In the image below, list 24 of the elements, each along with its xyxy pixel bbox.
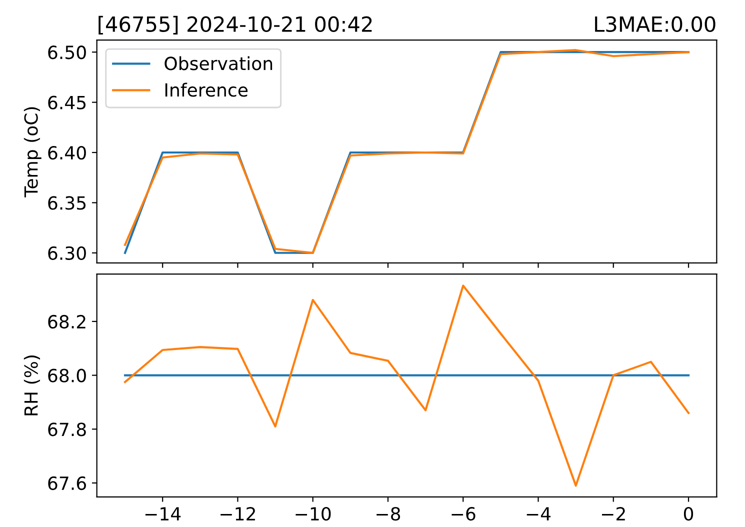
x-tick-label: −2 [602, 507, 625, 520]
legend-label: Observation [164, 56, 272, 70]
y-axis-title: Temp (oC) [24, 107, 42, 198]
legend-label: Inference [165, 82, 248, 97]
x-tick-label: −14 [145, 507, 181, 520]
y-tick-label: 6.50 [48, 46, 86, 60]
x-tick-label: −6 [452, 507, 476, 521]
x-tick-label: −10 [296, 507, 331, 521]
x-tick-label: 0 [684, 507, 694, 521]
text: L3MAE:0.00 [595, 16, 716, 32]
x-tick-label: −8 [376, 507, 400, 521]
x-tick-label: −4 [526, 507, 551, 520]
x-tick-label: −12 [220, 507, 255, 520]
y-axis-title: RH (%) [24, 356, 40, 416]
y-tick-label: 68.2 [48, 314, 86, 329]
chart-title: [46755] 2024-10-21 00:42 [98, 16, 372, 34]
y-tick-label: 6.45 [48, 96, 86, 110]
line-series [124, 284, 690, 487]
y-tick-label: 68.0 [48, 368, 86, 382]
y-tick-label: 6.40 [48, 146, 86, 160]
y-tick-label: 6.35 [48, 196, 86, 210]
y-tick-label: 67.8 [48, 422, 86, 436]
y-tick-label: 6.30 [48, 246, 86, 260]
y-tick-label: 67.6 [48, 476, 86, 490]
